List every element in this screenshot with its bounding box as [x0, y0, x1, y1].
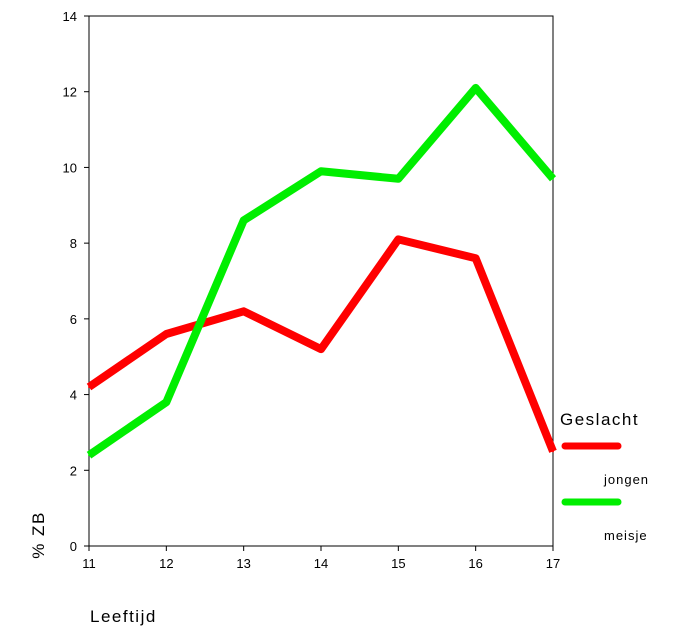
- data-point-jongen: [474, 257, 477, 260]
- legend-label-meisje: meisje: [604, 528, 648, 543]
- y-tick-label: 8: [70, 236, 77, 251]
- y-tick-label: 6: [70, 312, 77, 327]
- y-tick-label: 2: [70, 463, 77, 478]
- data-point-meisje: [165, 401, 168, 404]
- x-tick-label: 11: [82, 556, 96, 571]
- y-axis-title: % ZB: [29, 511, 48, 559]
- x-tick-label: 13: [236, 556, 250, 571]
- x-tick-label: 14: [314, 556, 328, 571]
- data-point-meisje: [397, 177, 400, 180]
- data-point-meisje: [242, 219, 245, 222]
- x-tick-label: 12: [159, 556, 173, 571]
- data-point-jongen: [397, 238, 400, 241]
- x-tick-label: 15: [391, 556, 405, 571]
- data-point-jongen: [320, 348, 322, 351]
- data-point-jongen: [88, 386, 90, 388]
- x-tick-label: 16: [468, 556, 482, 571]
- x-tick-label: 17: [546, 556, 560, 571]
- x-axis: 11 12 13 14 15 16 17: [82, 546, 560, 571]
- series-layer: [86, 83, 557, 459]
- data-point-jongen: [552, 450, 554, 453]
- legend: Geslacht jongen meisje: [560, 410, 649, 543]
- y-tick-label: 0: [70, 539, 77, 554]
- y-tick-label: 14: [63, 9, 77, 24]
- series-line-jongen: [86, 235, 557, 453]
- data-point-meisje: [320, 170, 322, 173]
- legend-label-jongen: jongen: [603, 472, 649, 487]
- x-axis-title: Leeftijd: [90, 607, 157, 626]
- data-point-meisje: [88, 454, 90, 457]
- legend-title: Geslacht: [560, 410, 639, 429]
- y-axis: 0 2 4 6 8 10 12 14: [63, 9, 89, 554]
- data-point-jongen: [165, 333, 168, 335]
- data-point-jongen: [242, 310, 245, 313]
- y-tick-label: 12: [63, 85, 77, 100]
- data-point-meisje: [474, 86, 477, 89]
- data-point-meisje: [552, 177, 554, 180]
- y-tick-label: 10: [63, 160, 77, 175]
- y-tick-label: 4: [70, 388, 77, 403]
